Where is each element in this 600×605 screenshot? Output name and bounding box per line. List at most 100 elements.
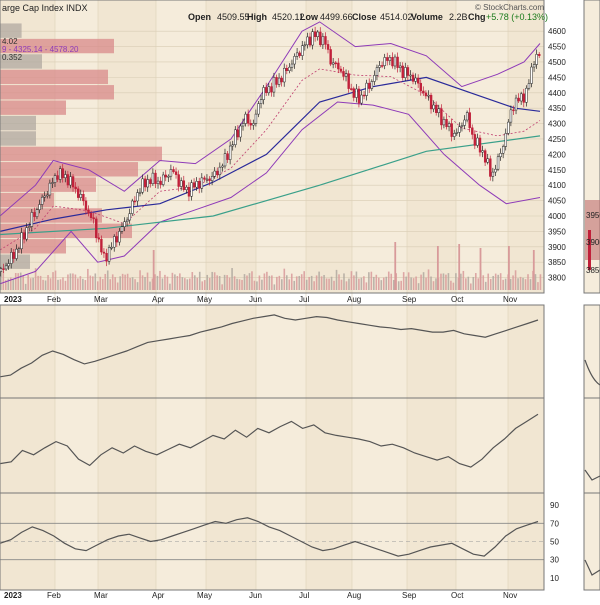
volume-bar: [452, 282, 455, 290]
candle-body: [40, 196, 44, 205]
volume-bar: [7, 278, 10, 290]
candle-body: [437, 108, 441, 113]
volume-bar: [241, 279, 243, 290]
candle-body: [411, 74, 415, 82]
price-tick-label: 4250: [548, 135, 566, 144]
candle-body: [478, 137, 482, 153]
candle-body: [0, 268, 3, 272]
rsi-tick-label: 30: [550, 556, 559, 565]
candle-body: [406, 67, 410, 76]
high-value: 4520.12: [272, 12, 305, 22]
candle-body: [383, 57, 386, 66]
candle-body: [326, 44, 330, 50]
candle-body: [4, 265, 8, 270]
volume-bar: [203, 280, 206, 290]
candle-body: [164, 174, 167, 178]
volume-bar: [89, 275, 92, 290]
candle-body: [100, 238, 103, 253]
stub-indicator-line-2: [584, 469, 600, 481]
rsi-tick-label: 10: [550, 574, 559, 583]
volume-bar: [353, 275, 355, 290]
candle-body: [136, 192, 139, 202]
rsi-x-tick-label: Feb: [47, 591, 61, 600]
candle-body: [512, 109, 515, 112]
volume-bar: [47, 275, 49, 290]
volume-by-price-bar: [0, 100, 66, 115]
candle-body: [337, 62, 340, 70]
volume-bar: [422, 272, 425, 290]
candle-body: [306, 36, 309, 46]
volume-bar: [537, 282, 539, 290]
volume-bar: [370, 271, 373, 290]
volume-bar: [67, 274, 69, 290]
volume-bar: [54, 270, 57, 290]
candle-body: [417, 77, 420, 84]
volume-bar: [492, 275, 494, 290]
candle-body: [378, 65, 381, 68]
candle-body: [71, 176, 75, 188]
volume-bar: [77, 278, 79, 290]
candle-body: [46, 194, 49, 197]
rsi-x-tick-label: Jul: [299, 591, 309, 600]
candle-body: [295, 52, 299, 57]
candle-body: [79, 194, 82, 198]
price-tick-label: 3800: [548, 274, 566, 283]
candle-body: [154, 172, 157, 185]
candle-body: [131, 200, 134, 214]
candle-body: [102, 251, 106, 254]
candle-body: [401, 65, 404, 78]
candle-body: [58, 168, 62, 180]
candle-body: [329, 49, 332, 65]
watermark: © StockCharts.com: [475, 3, 544, 12]
volume-by-price-bar: [0, 23, 22, 38]
volume-bar: [146, 272, 149, 290]
volume-bar: [268, 275, 271, 290]
candle-body: [10, 252, 13, 264]
candle-body: [249, 123, 252, 126]
candle-body: [468, 112, 471, 129]
candle-body: [283, 67, 286, 83]
candle-body: [496, 156, 500, 170]
rsi-x-tick-label: Jun: [249, 591, 262, 600]
volume-bar: [221, 284, 223, 290]
candle-body: [133, 200, 137, 203]
low-label: Low: [300, 12, 319, 22]
volume-bar: [380, 280, 383, 290]
moving-averages-and-bands: [0, 21, 541, 285]
candle-body: [502, 146, 505, 154]
candle-body: [247, 113, 250, 124]
candle-body: [538, 54, 541, 56]
month-band: [98, 305, 156, 590]
candle-body: [17, 248, 21, 251]
overlay-legend-line-3: 0.352: [2, 53, 23, 62]
candle-body: [339, 68, 343, 72]
candle-body: [244, 113, 247, 124]
candle-body: [35, 209, 39, 218]
volume-bar: [251, 271, 253, 290]
candle-body: [56, 175, 59, 180]
volume-bar: [375, 274, 378, 290]
volume-bar: [119, 276, 121, 290]
volume-bar: [111, 274, 114, 290]
volume-bar: [101, 279, 104, 290]
chart-title: arge Cap Index INDX: [2, 3, 88, 13]
candle-body: [61, 168, 64, 178]
indicator-1-line: [0, 314, 539, 378]
rsi-panel-border: [0, 492, 545, 591]
price-tick-label: 3900: [548, 243, 566, 252]
price-candles: [0, 26, 541, 277]
candle-body: [92, 217, 95, 220]
volume-bar: [139, 270, 141, 290]
volume-bar: [504, 278, 507, 290]
price-panel-border: [0, 0, 545, 294]
month-band: [508, 305, 544, 590]
candle-body: [277, 77, 281, 85]
candle-body: [442, 119, 446, 126]
candle-body: [234, 129, 237, 146]
volume-spike: [532, 250, 535, 290]
candle-body: [77, 188, 80, 198]
volume-bar: [226, 275, 228, 290]
candle-body: [334, 62, 337, 65]
candle-body: [504, 133, 507, 147]
close-value: 4514.02: [380, 12, 413, 22]
